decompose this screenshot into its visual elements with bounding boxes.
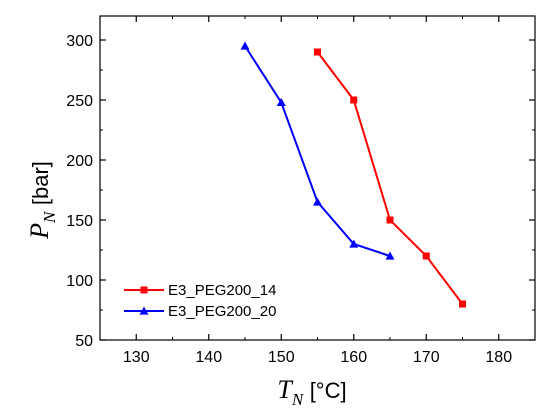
y-axis-unit: [bar] xyxy=(28,161,53,205)
x-tick-label: 150 xyxy=(268,349,295,366)
x-tick-label: 170 xyxy=(413,349,440,366)
legend: E3_PEG200_14 E3_PEG200_20 xyxy=(124,282,276,320)
series-layer xyxy=(240,41,466,308)
y-tick-label: 300 xyxy=(66,33,93,50)
y-axis-title: PN [bar] xyxy=(25,161,59,240)
data-point xyxy=(314,48,321,56)
legend-label: E3_PEG200_14 xyxy=(168,282,276,299)
x-tick-label: 180 xyxy=(485,349,512,366)
data-point xyxy=(349,239,359,248)
data-point xyxy=(313,197,322,206)
x-tick-label: 130 xyxy=(123,349,150,366)
y-tick-label: 150 xyxy=(66,213,93,230)
data-point xyxy=(276,97,286,106)
series-line xyxy=(316,51,464,305)
y-axis-symbol: P xyxy=(25,223,54,240)
legend-marker xyxy=(139,306,149,315)
data-point xyxy=(385,251,395,260)
x-tick-label: 140 xyxy=(195,349,222,366)
y-tick-label: 250 xyxy=(66,93,93,110)
series-2 xyxy=(240,41,395,260)
legend-item: E3_PEG200_20 xyxy=(124,303,276,320)
y-axis-subscript: N xyxy=(40,210,59,224)
axes: 130 140 150 160 170 180 50 100 150 200 250 300 xyxy=(66,16,536,366)
plot-area xyxy=(99,15,536,341)
y-tick-label: 50 xyxy=(75,333,93,350)
data-point xyxy=(240,41,250,50)
x-axis-title: TN [°C] xyxy=(277,375,346,409)
data-point xyxy=(459,300,466,308)
data-point xyxy=(422,252,430,260)
legend-marker xyxy=(140,286,148,294)
y-tick-label: 200 xyxy=(66,153,93,170)
plot-frame xyxy=(99,15,536,341)
x-tick-label: 160 xyxy=(340,349,367,366)
data-point xyxy=(386,216,394,224)
series-1 xyxy=(314,48,466,308)
legend-item: E3_PEG200_14 xyxy=(124,282,276,299)
x-axis-symbol: T xyxy=(277,375,293,404)
data-point xyxy=(350,96,358,104)
x-axis-subscript: N xyxy=(291,390,305,409)
x-axis-unit: [°C] xyxy=(310,378,347,403)
legend-label: E3_PEG200_20 xyxy=(168,303,276,320)
y-tick-label: 100 xyxy=(66,273,93,290)
